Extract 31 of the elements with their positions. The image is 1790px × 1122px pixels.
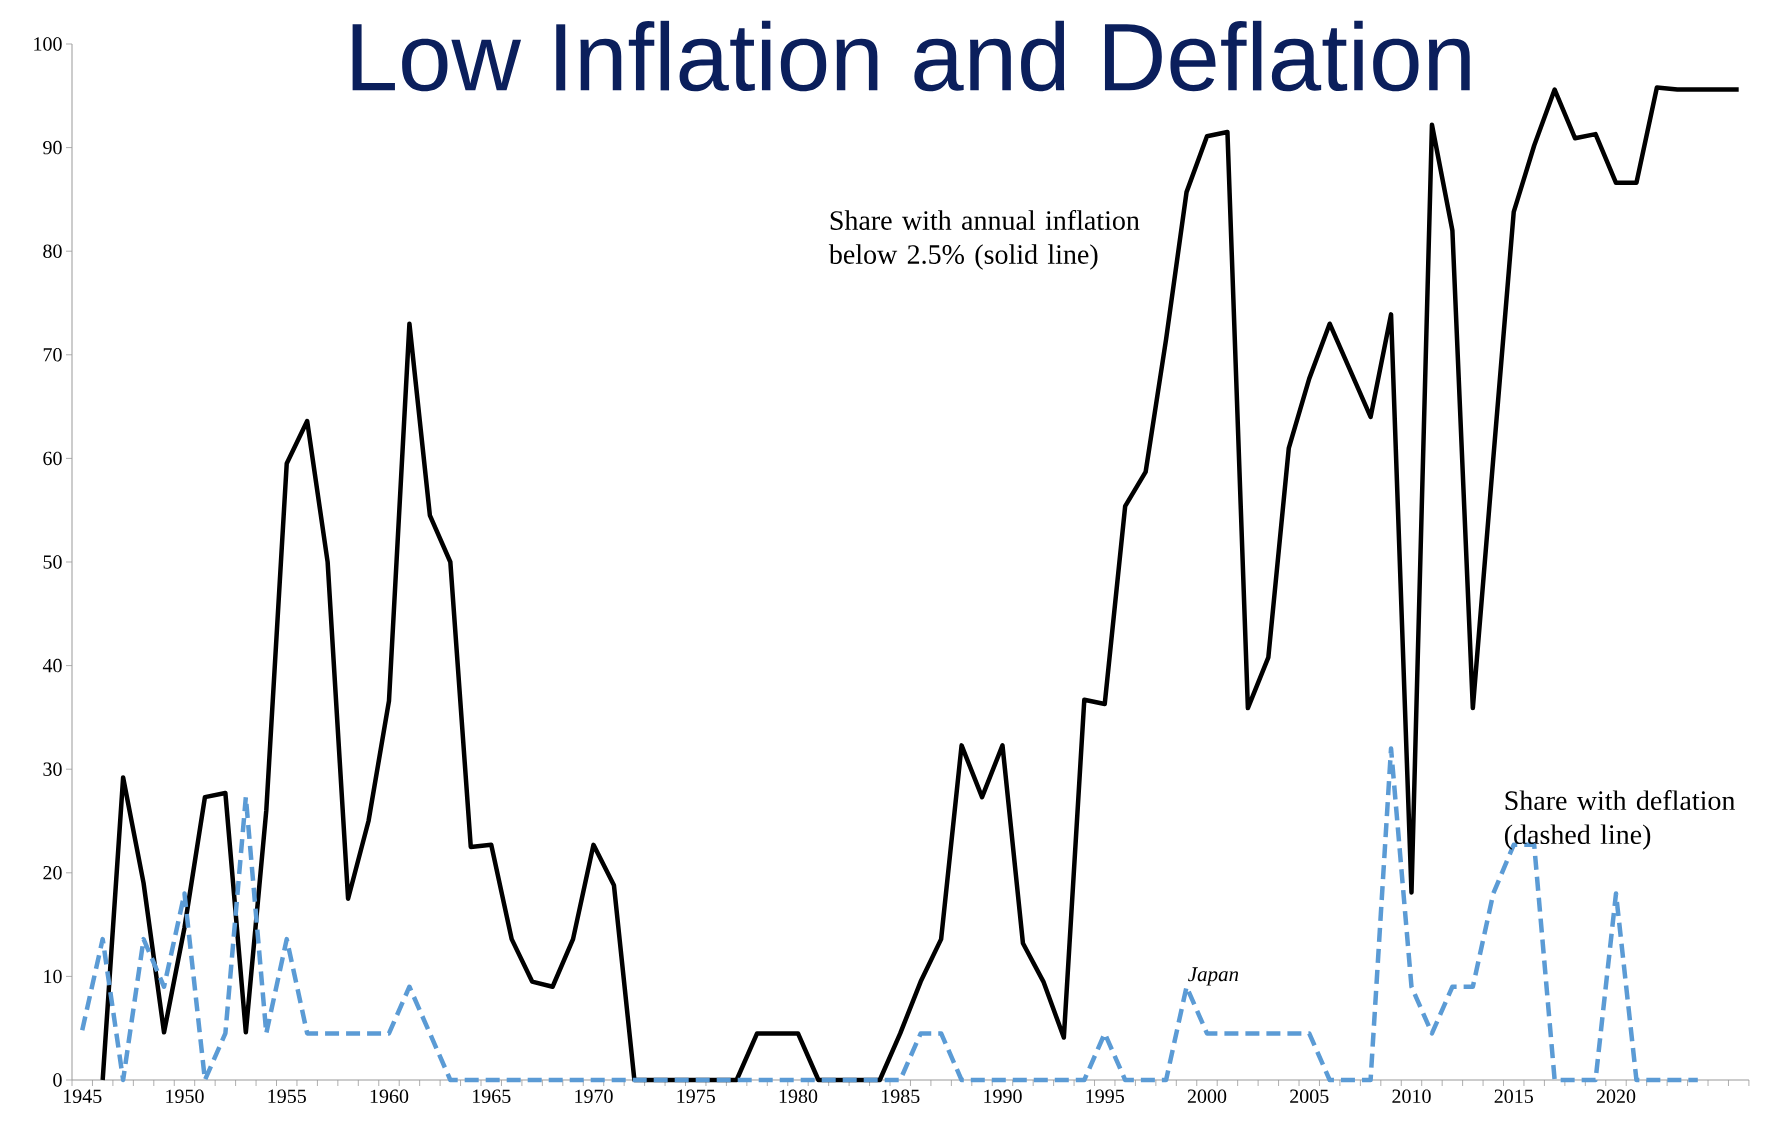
y-tick-label: 100 xyxy=(34,37,62,51)
x-tick-label: 1985 xyxy=(881,1089,920,1104)
y-tick-label: 40 xyxy=(42,658,62,673)
x-tick-label: 1955 xyxy=(268,1089,306,1103)
chart-title: Low Inflation and Deflation xyxy=(352,20,1470,92)
x-tick-label: 2015 xyxy=(1494,1089,1533,1104)
x-tick-label: 1950 xyxy=(166,1089,204,1104)
x-tick-label: 1945 xyxy=(63,1089,102,1103)
x-tick-label: 2010 xyxy=(1392,1089,1431,1104)
x-tick-label: 1965 xyxy=(472,1089,511,1103)
y-tick-label: 50 xyxy=(43,555,62,569)
y-tick-label: 30 xyxy=(43,762,62,776)
x-tick-label: 1975 xyxy=(677,1089,715,1103)
y-tick-label: 0 xyxy=(53,1073,62,1087)
x-tick-label: 1960 xyxy=(370,1089,409,1104)
y-tick-label: 90 xyxy=(43,140,62,155)
x-tick-label: 2020 xyxy=(1596,1089,1636,1104)
y-tick-label: 70 xyxy=(43,348,62,362)
x-tick-label: 2000 xyxy=(1187,1089,1227,1104)
y-tick-label: 80 xyxy=(43,244,62,258)
series-label: Share with annual inflation below 2.5% (solid line) xyxy=(828,209,1140,270)
annotation: Japan xyxy=(1188,967,1239,986)
series-label: Share with deflation (dashed line) xyxy=(1504,790,1736,850)
x-tick-label: 1990 xyxy=(984,1089,1022,1104)
x-tick-label: 1980 xyxy=(779,1089,818,1104)
x-tick-label: 1970 xyxy=(575,1089,613,1104)
x-tick-label: 2005 xyxy=(1290,1089,1329,1104)
y-tick-label: 20 xyxy=(43,866,62,880)
x-tick-label: 1995 xyxy=(1086,1089,1124,1103)
y-tick-label: 10 xyxy=(44,969,62,984)
y-tick-label: 60 xyxy=(43,451,62,466)
